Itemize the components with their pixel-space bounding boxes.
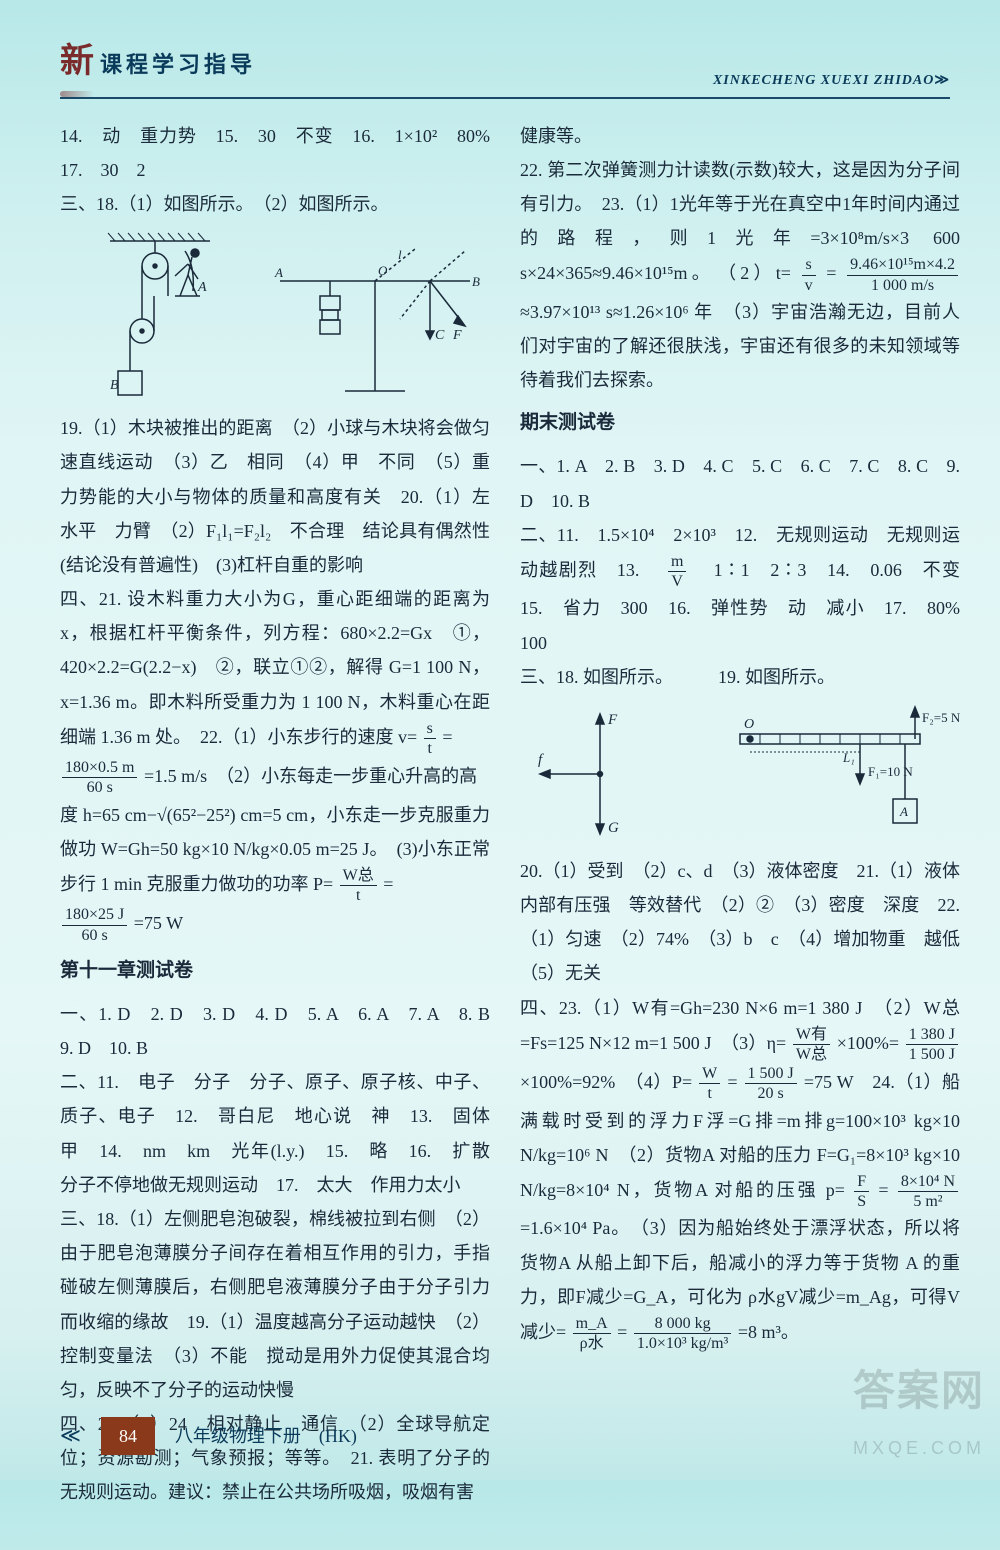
right-p7: 四、23.（1）W有=Gh=230 N×6 m=1 380 J （2）W总=Fs… [520, 991, 960, 1354]
force-diagrams: F G f [520, 704, 960, 844]
frac-wt2: Wt [699, 1064, 720, 1103]
eq2: = [383, 874, 393, 894]
page-number: 84 [101, 1417, 155, 1455]
svg-text:F: F [452, 328, 462, 343]
sqrt: √(65²−25²) [157, 805, 236, 825]
right-p2: 22. 第二次弹簧测力计读数(示数)较大，这是因为分子间有引力。 23.（1）1… [520, 153, 960, 398]
brand-glyph: 新 [60, 30, 94, 95]
header-chev: ≫ [934, 73, 950, 88]
svg-text:G: G [608, 820, 619, 836]
left-p4-line2: 180×0.5 m60 s =1.5 m/s （2）小东每走一步重心升高的高 [60, 758, 490, 797]
footer-text: 八年级物理下册 (HK) [175, 1419, 357, 1453]
right-column: 健康等。 22. 第二次弹簧测力计读数(示数)较大，这是因为分子间有引力。 23… [520, 119, 960, 1510]
frac-eta: W有W总 [793, 1025, 830, 1064]
pulley-diagram: B A [100, 231, 240, 401]
svg-text:C: C [435, 328, 445, 343]
eq-r4: = [617, 1322, 627, 1342]
frac-7: 8 000 kg1.0×10³ kg/m³ [634, 1314, 732, 1353]
right-p4: 二、11. 1.5×10⁴ 2×10³ 12. 无规则运动 无规则运动越剧烈 1… [520, 518, 960, 660]
svg-text:F₁=10 N: F₁=10 N [868, 764, 913, 779]
svg-text:B: B [110, 378, 119, 393]
svg-text:O: O [744, 717, 754, 732]
svg-text:O: O [378, 263, 388, 278]
right-p7a2: ×100%= [837, 1033, 899, 1053]
final-test-heading: 期末测试卷 [520, 405, 960, 441]
header-pinyin: XINKECHENG XUEXI ZHIDAO≫ [713, 68, 950, 95]
svg-text:A: A [274, 265, 283, 280]
frac-fs: FS [854, 1172, 869, 1211]
left-p7: 三、18.（1）左侧肥皂泡破裂，棉线被拉到右侧 （2）由于肥皂泡薄膜分子间存在着… [60, 1202, 490, 1407]
left-p4e: =75 W [134, 913, 183, 933]
svg-text:A: A [899, 804, 908, 819]
svg-text:F: F [607, 712, 618, 728]
svg-text:F₂=5 N: F₂=5 N [922, 710, 960, 725]
eq-r3: = [878, 1180, 888, 1200]
frac-s-t: st [424, 719, 436, 758]
frac-6: 8×10⁴ N5 m² [898, 1172, 958, 1211]
left-p5: 一、1. D 2. D 3. D 4. D 5. A 6. A 7. A 8. … [60, 997, 490, 1065]
eq-r2: = [727, 1072, 737, 1092]
right-p1: 健康等。 [520, 119, 960, 153]
frac-1: 180×0.5 m60 s [62, 758, 137, 797]
left-p3: 19.（1）木块被推出的距离 （2）小球与木块将会做匀速直线运动 （3）乙 相同… [60, 411, 490, 582]
header-title: 课程学习指导 [100, 44, 256, 86]
frac-3: 9.46×10¹⁵m×4.21 000 m/s [847, 255, 958, 294]
lever-diagram: A B O F l [270, 231, 490, 401]
right-p5: 三、18. 如图所示。 19. 如图所示。 [520, 660, 960, 694]
page-header: 新 课程学习指导 XINKECHENG XUEXI ZHIDAO≫ [60, 30, 950, 99]
left-diagrams: B A [100, 231, 490, 401]
frac-5: 1 500 J20 s [745, 1064, 797, 1103]
left-p2: 三、18.（1）如图所示。 （2）如图所示。 [60, 187, 490, 221]
frac-mrho: m_Aρ水 [573, 1314, 611, 1353]
left-p4: 四、21. 设木料重力大小为G，重心距细端的距离为 x，根据杠杆平衡条件，列方程… [60, 582, 490, 758]
pinyin-text: XINKECHENG XUEXI ZHIDAO [713, 73, 934, 88]
force-diagram-19: O F₂=5 N F₁=10 N L₁ A [730, 704, 960, 844]
right-p6: 20.（1）受到 （2）c、d （3）液体密度 21.（1）液体内部有压强 等效… [520, 854, 960, 991]
eq: = [442, 727, 452, 747]
left-p4c-a: 度 h=65 cm− [60, 805, 157, 825]
page-footer: ≪ 84 八年级物理下册 (HK) [60, 1417, 950, 1455]
svg-text:A: A [197, 280, 207, 295]
svg-text:B: B [472, 274, 480, 289]
frac-mv: mV [668, 552, 686, 591]
page: 新 课程学习指导 XINKECHENG XUEXI ZHIDAO≫ 14. 动 … [0, 0, 1000, 1550]
frac-wt: W总t [340, 866, 377, 905]
right-p2b: ≈3.97×10¹³ s≈1.26×10⁶ 年 （3）宇宙浩瀚无边，目前人们对宇… [520, 302, 960, 390]
left-p4-line4: 180×25 J60 s =75 W [60, 905, 490, 944]
right-p3: 一、1. A 2. B 3. D 4. C 5. C 6. C 7. C 8. … [520, 449, 960, 517]
chapter11-heading: 第十一章测试卷 [60, 953, 490, 989]
left-column: 14. 动 重力势 15. 30 不变 16. 1×10² 80% 17. 30… [60, 119, 490, 1510]
left-p4-line3: 度 h=65 cm−√(65²−25²) cm=5 cm，小东走一步克服重力做功… [60, 798, 490, 906]
eq-r1: = [826, 263, 836, 283]
footer-chev: ≪ [60, 1417, 81, 1455]
frac-2: 180×25 J60 s [62, 905, 127, 944]
left-p1: 14. 动 重力势 15. 30 不变 16. 1×10² 80% 17. 30… [60, 119, 490, 187]
frac-sv: sv [802, 255, 816, 294]
header-left: 新 课程学习指导 [60, 30, 256, 95]
left-p4b: =1.5 m/s （2）小东每走一步重心升高的高 [144, 766, 477, 786]
force-diagram-18: F G f [520, 704, 680, 844]
right-p7b: ×100%=92% （4）P= [520, 1072, 692, 1092]
svg-text:f: f [538, 752, 544, 768]
left-p6: 二、11. 电子 分子 分子、原子、原子核、中子、质子、电子 12. 哥白尼 地… [60, 1065, 490, 1202]
right-p7e: =8 m³。 [738, 1322, 799, 1342]
columns: 14. 动 重力势 15. 30 不变 16. 1×10² 80% 17. 30… [60, 119, 950, 1510]
svg-text:l: l [398, 247, 402, 262]
frac-4: 1 380 J1 500 J [906, 1025, 958, 1064]
